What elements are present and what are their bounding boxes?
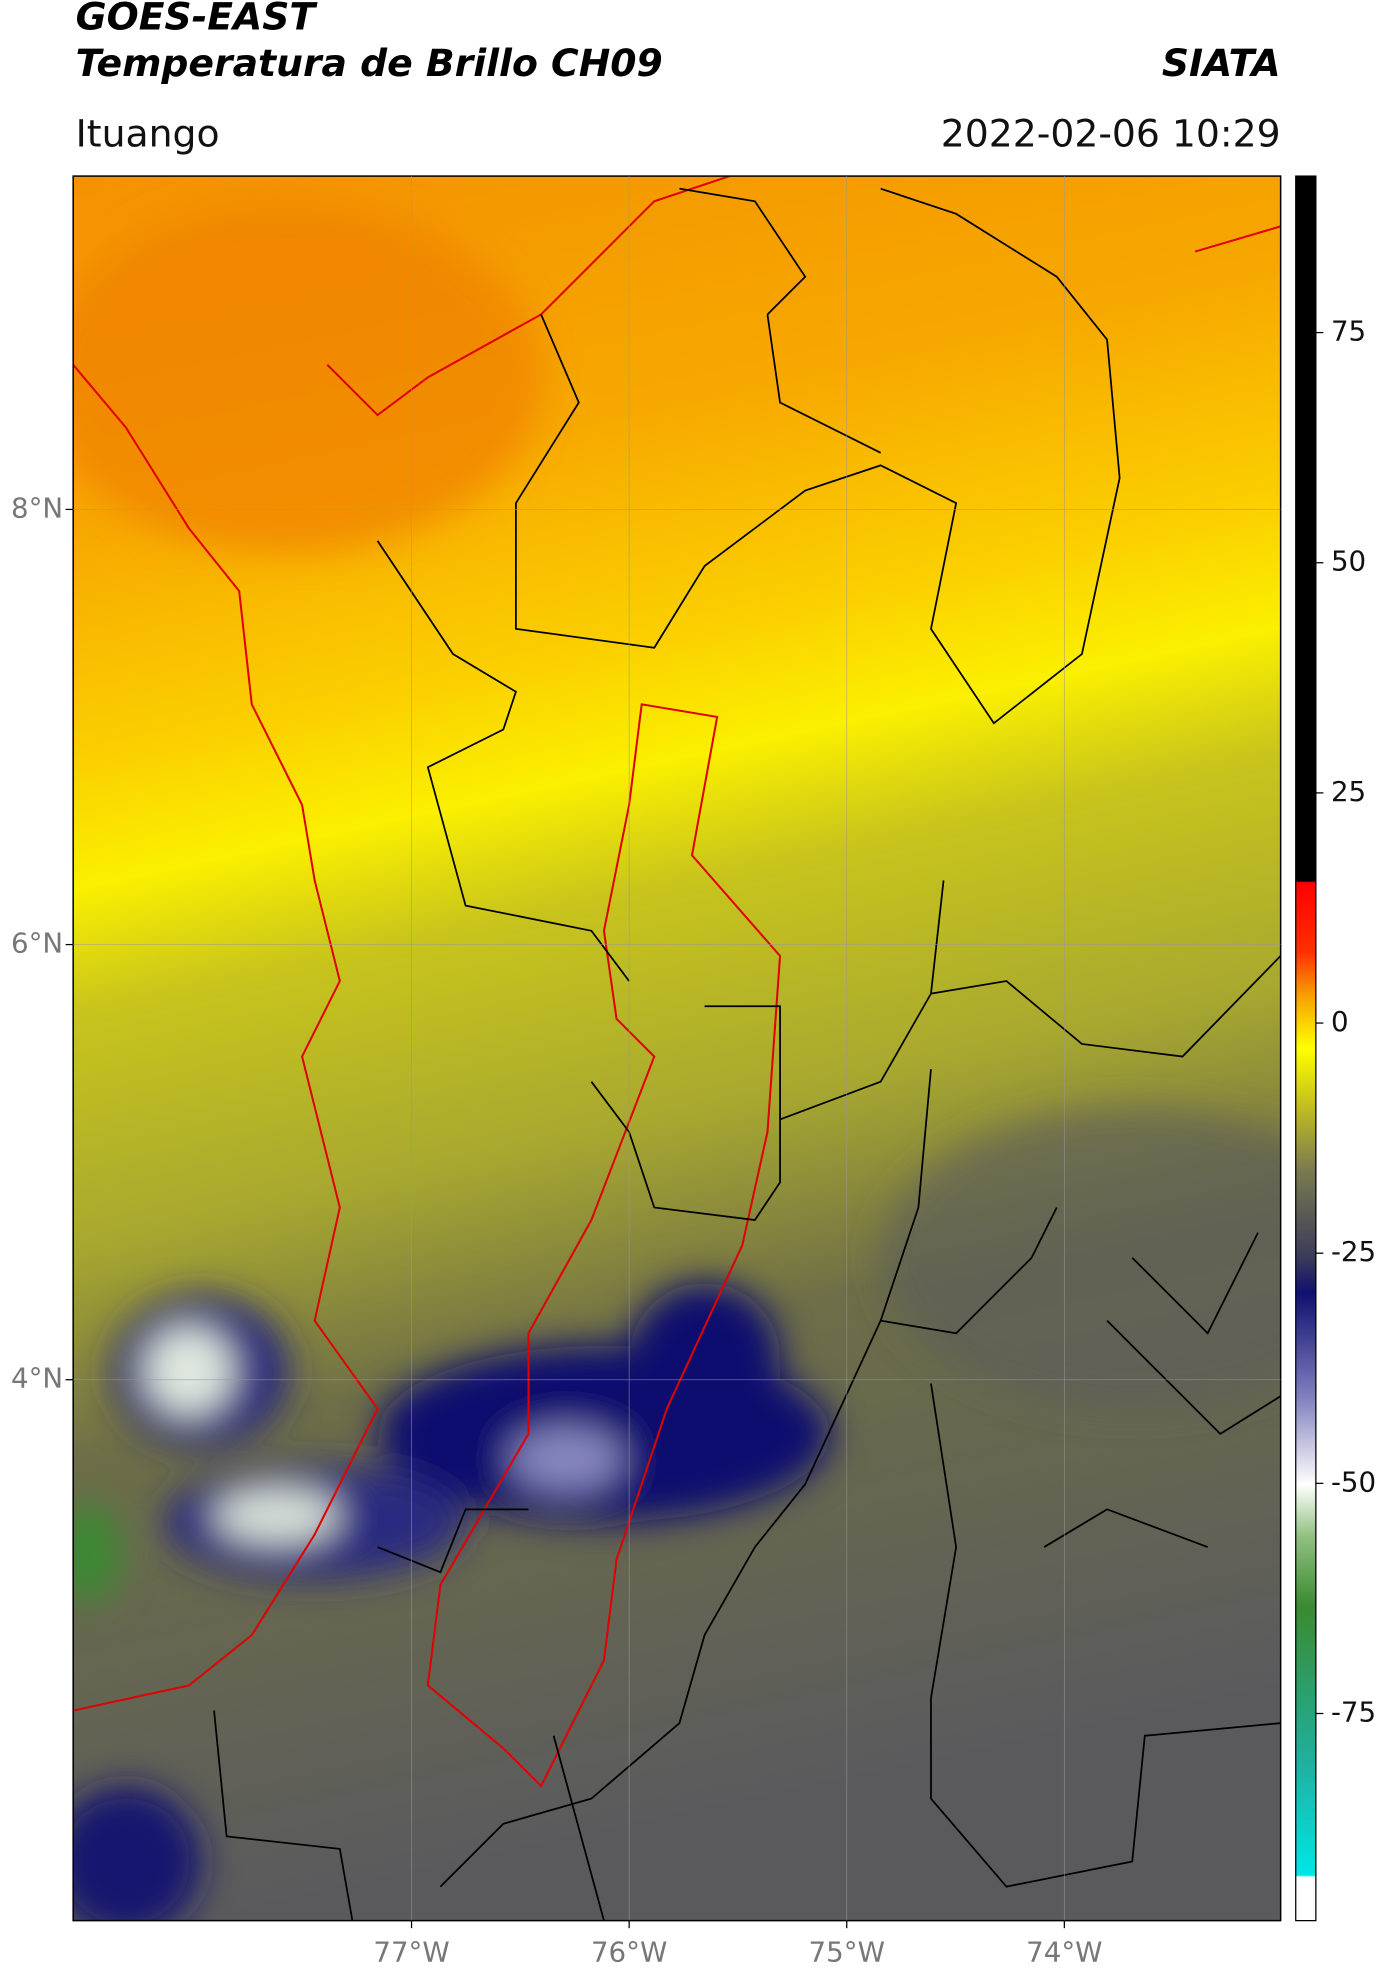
x-tick-label: 74°W — [1026, 1935, 1102, 1968]
x-tick-label: 75°W — [809, 1935, 885, 1968]
map-image — [73, 176, 1281, 1921]
map-frame — [72, 175, 1282, 1922]
y-tick-label: 6°N — [11, 927, 63, 960]
colorbar-tick-label: -50 — [1331, 1465, 1376, 1498]
title: GOES-EAST — [76, 0, 319, 38]
colorbar-tick-label: 75 — [1331, 315, 1366, 348]
colorbar-tick-label: 0 — [1331, 1005, 1349, 1038]
colorbar-tick-label: -25 — [1331, 1235, 1376, 1268]
graticule — [73, 176, 1281, 1921]
subtitle: Temperatura de Brillo CH09 — [76, 41, 663, 85]
colorbar-tick-label: 50 — [1331, 545, 1366, 578]
colorbar — [1295, 176, 1316, 1921]
datetime: 2022-02-06 10:29 — [941, 111, 1281, 155]
colorbar-frame — [1295, 175, 1317, 1922]
x-tick-label: 77°W — [373, 1935, 449, 1968]
x-tick-label: 76°W — [591, 1935, 667, 1968]
colorbar-tick-label: -75 — [1331, 1695, 1376, 1728]
colorbar-tick-label: 25 — [1331, 775, 1366, 808]
y-tick-label: 4°N — [11, 1362, 63, 1395]
source: SIATA — [1162, 41, 1281, 85]
location: Ituango — [76, 111, 220, 155]
y-tick-label: 8°N — [11, 491, 63, 524]
